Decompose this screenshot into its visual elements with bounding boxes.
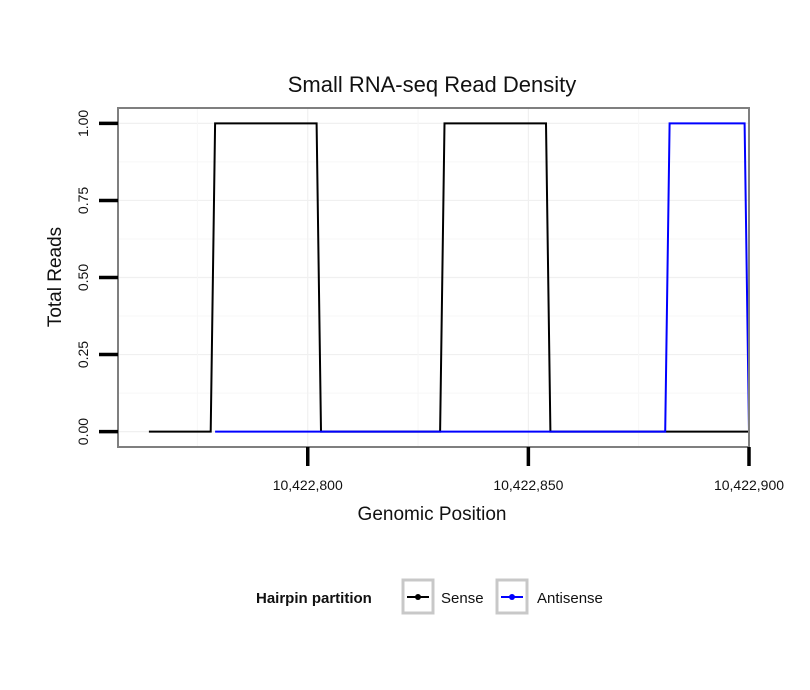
y-tick-label: 0.25 <box>75 341 91 368</box>
y-axis-title: Total Reads <box>45 227 66 327</box>
x-tick-label: 10,422,900 <box>714 477 784 493</box>
chart-title: Small RNA-seq Read Density <box>288 72 577 97</box>
legend-title: Hairpin partition <box>256 590 372 607</box>
series-layer <box>148 122 750 433</box>
legend-key-point-antisense <box>509 594 515 600</box>
y-tick-label: 0.50 <box>75 264 91 291</box>
y-axis: 0.00 0.25 0.50 0.75 1.00 <box>75 110 118 445</box>
x-axis-title: Genomic Position <box>358 504 507 525</box>
x-tick-label: 10,422,850 <box>493 477 563 493</box>
legend: Hairpin partition Sense Antisense <box>256 578 603 615</box>
x-axis: 10,422,800 10,422,850 10,422,900 <box>273 447 784 493</box>
legend-item-sense: Sense <box>401 578 484 615</box>
y-tick-label: 0.75 <box>75 187 91 214</box>
legend-item-antisense: Antisense <box>495 578 603 615</box>
y-tick-label: 1.00 <box>75 110 91 137</box>
y-tick-label: 0.00 <box>75 418 91 445</box>
series-line-antisense <box>215 122 750 433</box>
legend-key-point-sense <box>415 594 421 600</box>
legend-label-antisense: Antisense <box>537 590 603 607</box>
legend-label-sense: Sense <box>441 590 484 607</box>
x-tick-label: 10,422,800 <box>273 477 343 493</box>
